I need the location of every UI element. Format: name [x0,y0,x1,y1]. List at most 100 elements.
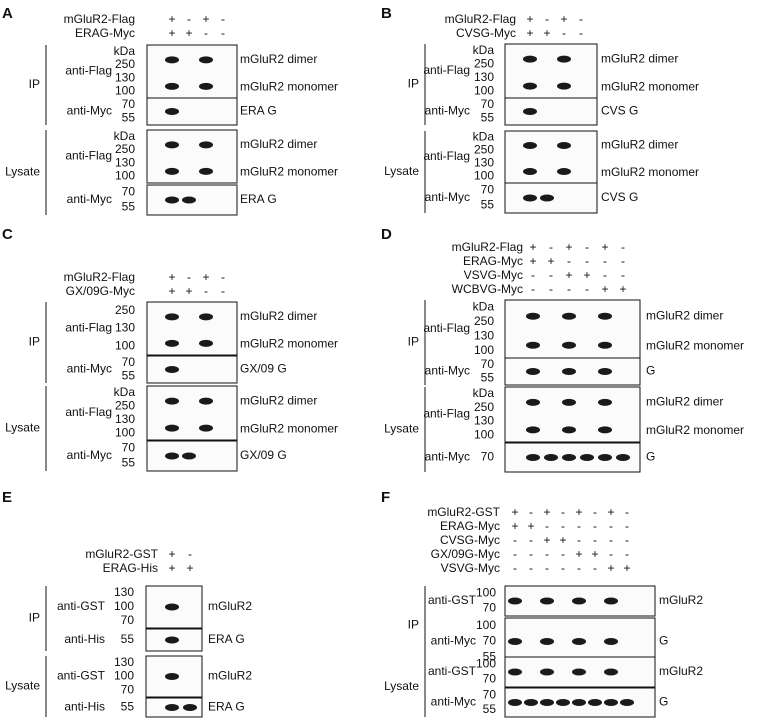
sign: + [185,26,192,40]
sign: + [543,533,550,547]
sign: + [583,268,590,282]
condition-label: mGluR2-Flag [452,240,523,254]
band [182,452,196,460]
marker-label: 100 [476,657,496,671]
sign: + [511,505,518,519]
panel-letter: E [2,489,12,506]
sign: - [585,282,589,296]
panel-letter: B [381,5,392,22]
band [165,141,179,149]
band [604,699,618,706]
sign: - [204,26,208,40]
band-label: mGluR2 [659,664,703,678]
band-label: CVS G [601,190,638,204]
band [526,454,540,461]
band [165,313,179,321]
sign: - [579,12,583,26]
marker-label: kDa [473,130,495,144]
band [165,56,179,64]
band [598,426,612,434]
band-label: mGluR2 monomer [646,423,744,437]
band-label: CVS G [601,104,638,118]
band [165,339,179,347]
antibody-label: anti-Flag [65,405,112,419]
sign: - [593,505,597,519]
sign: - [609,519,613,533]
band [562,454,576,461]
sign: + [168,26,175,40]
sign: + [591,547,598,561]
antibody-label: anti-GST [428,593,477,607]
marker-label: 55 [481,370,495,384]
section-label: Lysate [5,165,40,179]
band-label: mGluR2 dimer [240,393,317,407]
marker-label: 70 [481,183,495,197]
sign: - [549,282,553,296]
section-label: Lysate [5,679,40,693]
section-label: IP [29,611,40,625]
marker-label: 100 [476,618,496,632]
marker-label: 130 [474,414,494,428]
band [523,108,537,115]
band [562,341,576,349]
sign: - [513,547,517,561]
marker-label: 55 [121,632,135,646]
marker-label: 55 [481,198,495,212]
antibody-label: anti-Flag [65,64,112,78]
sign: + [623,561,630,575]
sign: - [188,547,192,561]
sign: + [543,505,550,519]
band [604,597,618,605]
sign: - [221,26,225,40]
band [165,603,179,611]
section-label: IP [408,77,419,91]
sign: - [625,519,629,533]
blot [146,97,238,126]
band [557,55,571,63]
band [598,398,612,406]
marker-label: 250 [115,303,135,317]
sign: - [513,533,517,547]
band [199,167,213,175]
band [540,699,554,706]
band [598,454,612,461]
marker-label: 100 [474,169,494,183]
band [540,194,554,202]
band-label: mGluR2 dimer [646,395,723,409]
band [598,341,612,349]
band [165,452,179,460]
marker-label: 55 [122,110,136,124]
band-label: mGluR2 dimer [240,137,317,151]
band [523,168,537,176]
sign: + [575,505,582,519]
sign: - [561,519,565,533]
panel-letter: A [2,5,13,22]
sign: + [168,12,175,26]
condition-label: WCBVG-Myc [452,282,523,296]
condition-label: VSVG-Myc [464,268,523,282]
marker-label: kDa [114,44,136,58]
marker-label: 55 [483,702,497,716]
marker-label: 250 [474,314,494,328]
blot [504,130,598,184]
band [199,339,213,347]
sign: + [168,547,175,561]
sign: - [529,533,533,547]
band-label: mGluR2 monomer [646,339,744,353]
antibody-label: anti-Myc [67,192,112,206]
band [580,454,594,461]
sign: - [221,284,225,298]
sign: + [607,505,614,519]
band [604,638,618,645]
band-label: ERA G [208,632,245,646]
marker-label: 70 [481,357,495,371]
marker-label: 100 [474,343,494,357]
band-label: mGluR2 [208,669,252,683]
sign: - [579,26,583,40]
blot [504,299,641,359]
band-label: mGluR2 monomer [601,79,699,93]
sign: - [187,270,191,284]
section-label: Lysate [5,421,40,435]
band [182,196,196,204]
band [526,312,540,320]
